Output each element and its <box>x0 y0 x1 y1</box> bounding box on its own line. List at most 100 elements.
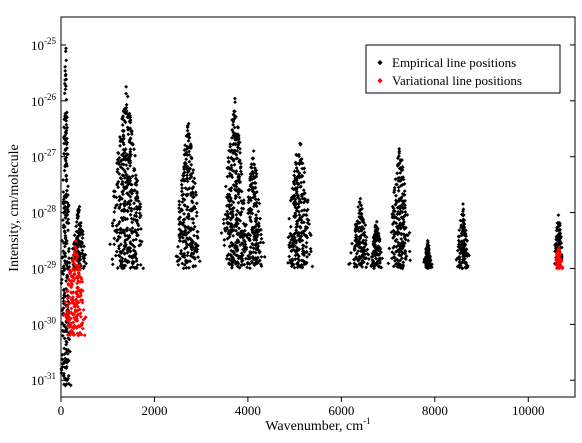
empirical-point <box>356 205 361 209</box>
empirical-point <box>231 206 236 210</box>
variational-point <box>65 304 70 309</box>
empirical-point <box>230 249 235 254</box>
empirical-point <box>303 228 307 233</box>
empirical-point <box>255 231 260 235</box>
empirical-point <box>239 229 244 234</box>
empirical-point <box>253 166 257 170</box>
empirical-point <box>292 243 297 248</box>
empirical-point <box>360 260 364 265</box>
empirical-point <box>396 243 401 247</box>
empirical-point <box>230 263 234 267</box>
empirical-point <box>118 254 122 259</box>
empirical-point <box>65 188 69 193</box>
empirical-point <box>223 184 228 189</box>
empirical-point <box>234 212 239 217</box>
empirical-point <box>227 257 232 262</box>
empirical-point <box>245 260 250 265</box>
variational-point <box>556 254 561 259</box>
empirical-point <box>401 217 406 222</box>
empirical-point <box>60 328 65 333</box>
empirical-point <box>64 195 69 199</box>
empirical-point <box>132 201 136 206</box>
empirical-point <box>132 168 137 172</box>
empirical-point <box>64 340 69 345</box>
empirical-point <box>230 136 234 140</box>
empirical-point <box>554 242 558 246</box>
empirical-point <box>122 209 126 214</box>
empirical-point <box>127 175 132 179</box>
empirical-point <box>182 212 186 216</box>
empirical-point <box>116 237 120 242</box>
empirical-point <box>179 182 184 187</box>
empirical-point <box>364 235 369 239</box>
legend-marker-empirical <box>377 60 383 66</box>
empirical-point <box>62 346 67 351</box>
empirical-point <box>463 228 468 233</box>
empirical-point <box>457 257 462 262</box>
empirical-point <box>74 236 79 240</box>
empirical-point <box>243 228 247 233</box>
empirical-point <box>238 146 242 151</box>
empirical-point <box>66 228 70 233</box>
empirical-point <box>299 264 304 269</box>
empirical-point <box>401 260 406 265</box>
empirical-point <box>83 253 88 257</box>
empirical-point <box>349 251 353 255</box>
empirical-point <box>138 239 142 243</box>
empirical-point <box>293 176 298 181</box>
empirical-point <box>357 221 362 225</box>
empirical-point <box>231 183 236 187</box>
empirical-point <box>62 194 67 198</box>
empirical-point <box>66 374 71 378</box>
empirical-point <box>130 231 134 235</box>
empirical-point <box>63 147 68 152</box>
empirical-point <box>134 259 139 263</box>
empirical-point <box>121 266 126 270</box>
variational-point <box>74 257 79 262</box>
empirical-point <box>226 231 231 236</box>
empirical-point <box>359 212 364 216</box>
empirical-point <box>123 257 128 262</box>
empirical-point <box>66 209 71 214</box>
empirical-point <box>122 247 126 251</box>
empirical-point <box>122 107 127 111</box>
empirical-point <box>295 219 299 224</box>
empirical-point <box>135 190 139 194</box>
empirical-point <box>138 242 143 247</box>
empirical-point <box>357 200 362 205</box>
empirical-point <box>250 186 255 191</box>
empirical-point <box>62 371 66 376</box>
empirical-point <box>195 236 200 240</box>
empirical-point <box>286 261 290 265</box>
empirical-point <box>461 260 466 265</box>
empirical-point <box>293 160 298 165</box>
empirical-point <box>372 232 377 237</box>
empirical-point <box>177 227 182 232</box>
variational-point <box>67 301 72 306</box>
empirical-point <box>256 229 261 234</box>
empirical-point <box>117 231 122 235</box>
empirical-point <box>64 114 69 119</box>
empirical-point <box>65 220 69 224</box>
empirical-point <box>180 193 184 198</box>
empirical-point <box>462 233 467 237</box>
empirical-point <box>63 87 68 92</box>
empirical-point <box>226 155 231 160</box>
empirical-point <box>119 216 124 220</box>
empirical-point <box>61 249 66 254</box>
empirical-point <box>290 258 295 263</box>
empirical-point <box>179 251 184 256</box>
empirical-point <box>456 234 461 239</box>
empirical-point <box>65 212 70 217</box>
empirical-point <box>67 337 72 342</box>
empirical-point <box>128 118 133 122</box>
empirical-point <box>132 253 137 258</box>
empirical-point <box>293 250 298 254</box>
empirical-point <box>256 247 260 252</box>
empirical-point <box>248 206 253 211</box>
legend-label-variational: Variational line positions <box>392 73 522 88</box>
empirical-point <box>125 166 130 171</box>
empirical-point <box>64 122 69 127</box>
empirical-point <box>309 249 313 254</box>
variational-point <box>75 290 79 294</box>
